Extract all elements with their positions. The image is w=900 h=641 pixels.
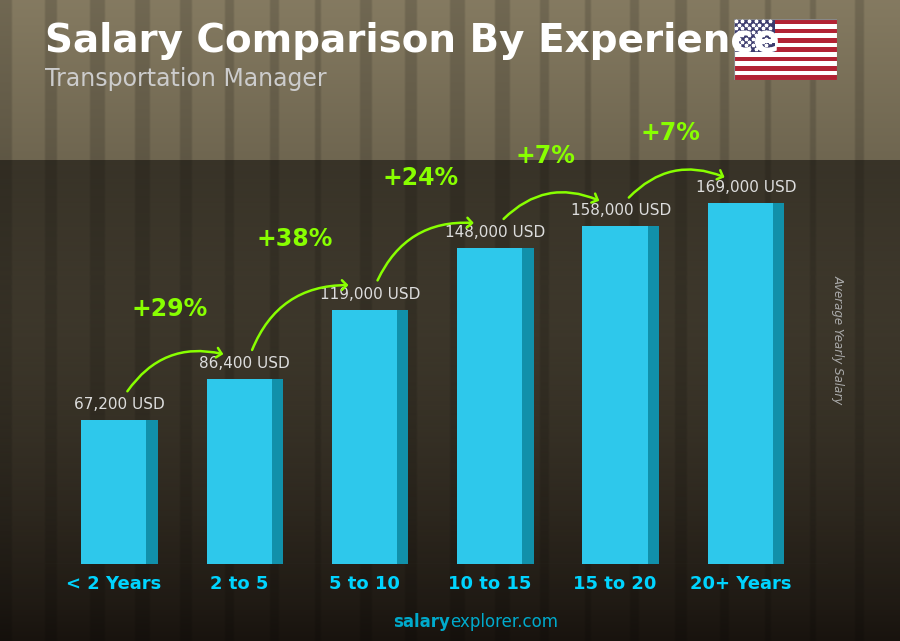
Bar	[734, 24, 837, 29]
Bar	[734, 62, 837, 66]
Polygon shape	[522, 248, 534, 564]
Text: 119,000 USD: 119,000 USD	[320, 287, 420, 302]
Text: 169,000 USD: 169,000 USD	[696, 180, 796, 195]
Text: +24%: +24%	[382, 165, 458, 190]
Bar	[457, 248, 522, 564]
Bar	[734, 19, 837, 24]
Text: +7%: +7%	[516, 144, 575, 168]
Polygon shape	[147, 420, 158, 564]
Text: Average Yearly Salary: Average Yearly Salary	[832, 275, 845, 404]
Bar	[734, 56, 837, 62]
Bar	[734, 29, 837, 33]
Text: 158,000 USD: 158,000 USD	[571, 203, 670, 219]
Bar	[734, 19, 775, 52]
Bar	[734, 47, 837, 52]
Text: salary: salary	[393, 613, 450, 631]
Bar	[207, 379, 272, 564]
Text: +29%: +29%	[131, 297, 208, 321]
Bar	[734, 66, 837, 71]
Bar	[734, 38, 837, 43]
Bar	[734, 33, 837, 38]
Bar	[332, 310, 397, 564]
Text: 148,000 USD: 148,000 USD	[446, 225, 545, 240]
Polygon shape	[272, 379, 283, 564]
Polygon shape	[648, 226, 659, 564]
Polygon shape	[773, 203, 784, 564]
Bar	[734, 43, 837, 47]
Bar	[734, 76, 837, 80]
Text: explorer.com: explorer.com	[450, 613, 558, 631]
Text: +7%: +7%	[641, 121, 701, 145]
Text: Salary Comparison By Experience: Salary Comparison By Experience	[45, 22, 779, 60]
Text: Transportation Manager: Transportation Manager	[45, 67, 327, 91]
Bar	[734, 52, 837, 56]
Bar	[707, 203, 773, 564]
Text: +38%: +38%	[256, 228, 333, 251]
Bar	[734, 71, 837, 76]
Text: 86,400 USD: 86,400 USD	[200, 356, 290, 371]
Bar	[582, 226, 648, 564]
Text: 67,200 USD: 67,200 USD	[74, 397, 165, 412]
Bar	[81, 420, 147, 564]
Polygon shape	[397, 310, 409, 564]
